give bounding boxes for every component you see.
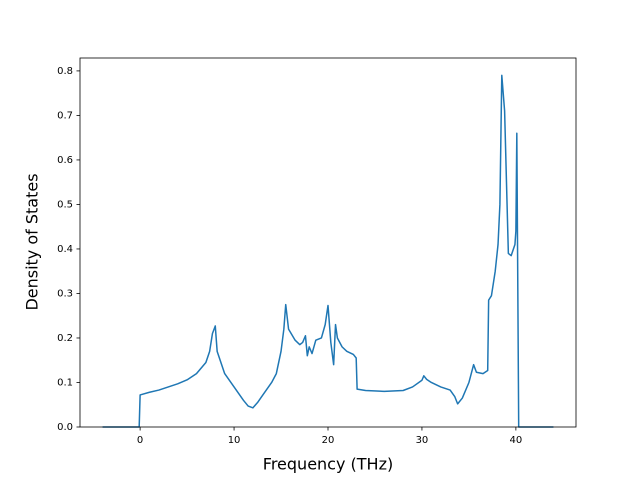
y-tick-label: 0.5 <box>57 199 73 210</box>
y-axis-label: Density of States <box>23 173 42 310</box>
x-axis-label: Frequency (THz) <box>263 455 393 474</box>
x-tick-label: 0 <box>137 435 143 446</box>
data-line <box>102 74 554 428</box>
plot-frame <box>79 57 577 428</box>
y-tick-label: 0.1 <box>57 377 73 388</box>
y-tick-label: 0.0 <box>57 422 73 433</box>
y-tick-label: 0.2 <box>57 333 73 344</box>
x-tick-label: 10 <box>228 435 241 446</box>
x-tick-label: 20 <box>322 435 335 446</box>
x-tick-label: 40 <box>510 435 523 446</box>
y-tick-label: 0.8 <box>57 66 73 77</box>
y-tick-label: 0.4 <box>57 244 73 255</box>
y-tick-label: 0.7 <box>57 110 73 121</box>
y-tick-label: 0.3 <box>57 288 73 299</box>
x-tick-label: 30 <box>416 435 429 446</box>
y-tick-label: 0.6 <box>57 155 73 166</box>
